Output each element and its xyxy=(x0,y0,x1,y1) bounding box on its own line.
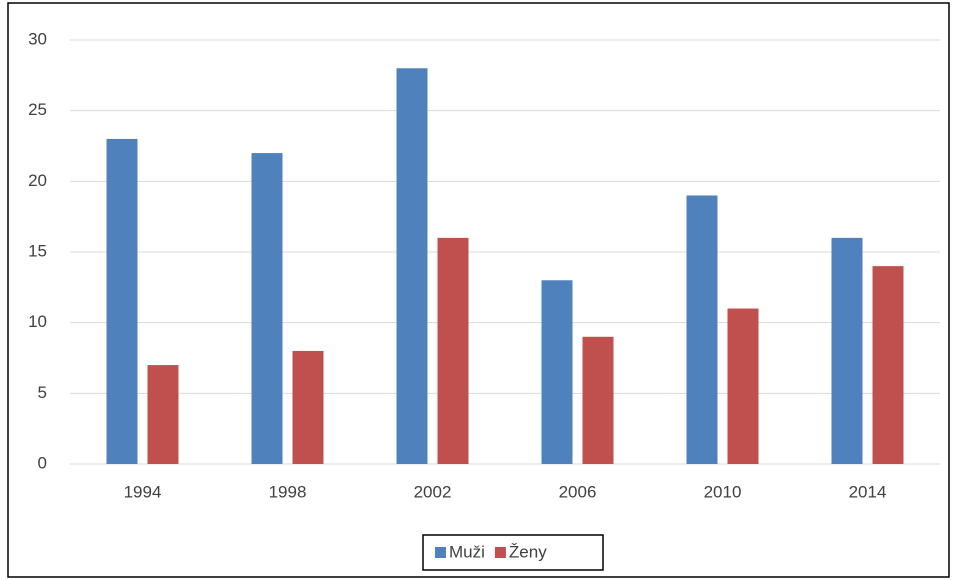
y-tick-label: 5 xyxy=(38,383,47,402)
bar xyxy=(251,153,283,465)
y-tick-label: 30 xyxy=(28,29,47,48)
bar xyxy=(396,68,428,465)
y-tick-label: 25 xyxy=(28,100,47,119)
legend-box xyxy=(422,534,604,571)
bar xyxy=(106,138,138,464)
x-tick-label: 2014 xyxy=(849,482,887,501)
y-tick-label: 10 xyxy=(28,312,47,331)
bar xyxy=(437,237,469,464)
x-tick-label: 2006 xyxy=(559,482,597,501)
x-tick-label: 1998 xyxy=(269,482,307,501)
legend-swatch xyxy=(494,547,506,558)
bar xyxy=(292,350,324,464)
bar xyxy=(582,336,614,464)
bar xyxy=(686,195,718,464)
legend-label: Ženy xyxy=(509,542,547,561)
x-tick-label: 1994 xyxy=(124,482,162,501)
x-tick-label: 2010 xyxy=(704,482,742,501)
bar xyxy=(541,280,573,464)
x-tick-label: 2002 xyxy=(414,482,452,501)
chart-border xyxy=(7,2,950,578)
y-tick-label: 20 xyxy=(28,171,47,190)
bar xyxy=(727,308,759,464)
y-tick-label: 0 xyxy=(38,453,47,472)
legend-swatch xyxy=(435,547,446,558)
bar xyxy=(872,266,904,464)
bar xyxy=(831,237,863,464)
y-tick-label: 15 xyxy=(28,241,47,260)
legend-label: Muži xyxy=(449,542,485,561)
bar xyxy=(147,365,179,464)
